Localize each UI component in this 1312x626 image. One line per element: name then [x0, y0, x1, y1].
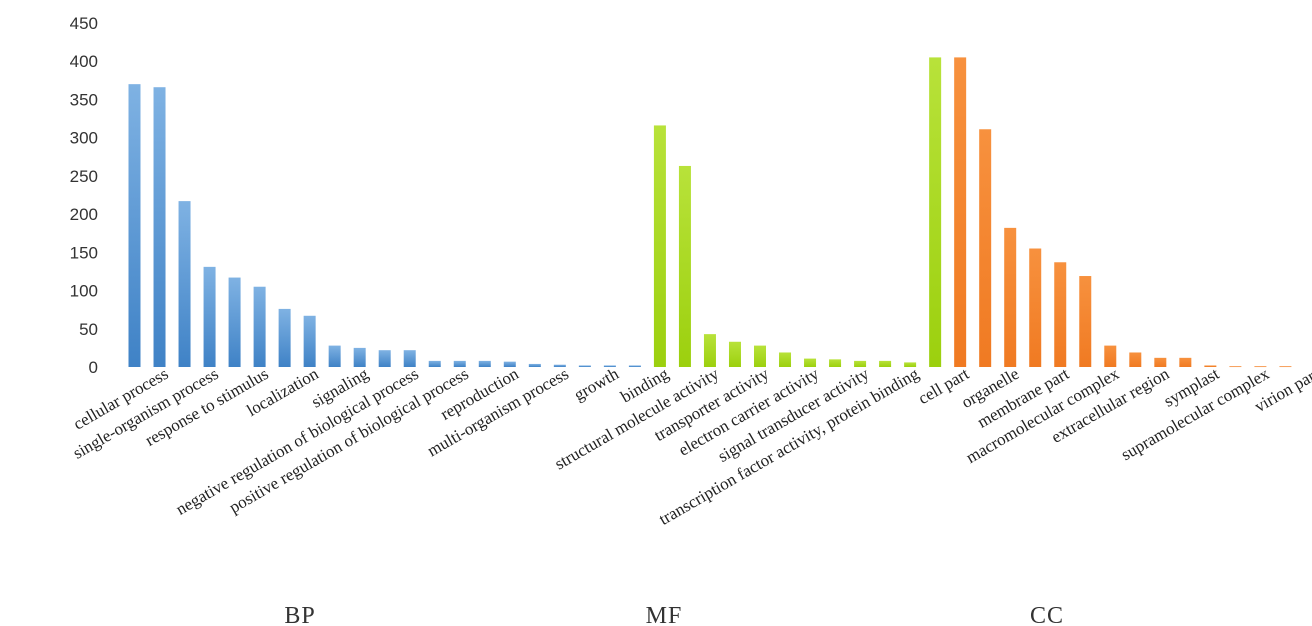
bar-bp: [278, 308, 291, 367]
bar-cc: [1054, 262, 1067, 367]
y-axis: 0 50 100 150 200 250 300 350 400 450: [70, 14, 98, 377]
bar-bp: [528, 363, 541, 367]
bar-cc: [1029, 248, 1042, 367]
bar-cc: [954, 57, 967, 368]
y-tick-label: 200: [70, 205, 98, 224]
bar-mf: [703, 334, 716, 367]
bar-mf: [678, 165, 691, 367]
group-labels: BP MF CC: [284, 603, 1064, 626]
y-tick-label: 50: [79, 320, 98, 339]
bar-bp: [578, 365, 591, 367]
bar-bp: [253, 286, 266, 367]
bar-mf: [653, 125, 666, 367]
y-tick-label: 150: [70, 243, 98, 262]
bar-bp: [403, 350, 416, 367]
x-tick-label: growth: [571, 364, 623, 405]
bar-bp: [303, 315, 316, 367]
bar-bp: [328, 345, 341, 367]
bar-cc: [1179, 357, 1192, 367]
bar-cc: [1154, 357, 1167, 367]
bar-cc: [979, 129, 992, 367]
bar-bp: [603, 365, 616, 367]
bar-bp: [478, 360, 491, 367]
group-label-bp: BP: [284, 603, 315, 626]
y-tick-label: 400: [70, 52, 98, 71]
group-label-cc: CC: [1030, 603, 1064, 626]
bar-bp: [628, 365, 641, 367]
bar-mf: [728, 341, 741, 367]
bar-mf: [879, 360, 892, 367]
bar-cc: [1129, 352, 1142, 367]
bar-cc: [1254, 366, 1267, 368]
bar-cc: [1104, 345, 1117, 367]
bars: [128, 57, 1292, 368]
y-tick-label: 0: [89, 358, 98, 377]
y-tick-label: 100: [70, 282, 98, 301]
group-label-mf: MF: [646, 603, 683, 626]
bar-mf: [779, 352, 792, 367]
bar-bp: [503, 361, 516, 367]
bar-cc: [1004, 227, 1017, 367]
bar-bp: [353, 347, 366, 367]
y-tick-label: 250: [70, 167, 98, 186]
bar-mf: [804, 358, 817, 367]
bar-bp: [453, 360, 466, 367]
y-tick-label: 450: [70, 14, 98, 33]
bar-bp: [428, 360, 441, 367]
bar-mf: [929, 57, 942, 368]
bar-mf: [904, 362, 917, 367]
bar-bp: [378, 350, 391, 367]
bar-cc: [1204, 365, 1217, 367]
bar-bp: [128, 84, 141, 367]
bar-cc: [1229, 366, 1242, 368]
bar-bp: [178, 201, 191, 367]
bar-bp: [203, 266, 216, 367]
bar-cc: [1279, 366, 1292, 368]
bar-mf: [754, 345, 766, 367]
y-tick-label: 300: [70, 129, 98, 148]
bar-bp: [228, 277, 241, 367]
bar-cc: [1079, 276, 1092, 367]
y-tick-label: 350: [70, 90, 98, 109]
bar-mf: [829, 359, 842, 367]
bar-bp: [553, 364, 566, 367]
bar-bp: [153, 87, 166, 368]
bar-mf: [854, 360, 867, 367]
